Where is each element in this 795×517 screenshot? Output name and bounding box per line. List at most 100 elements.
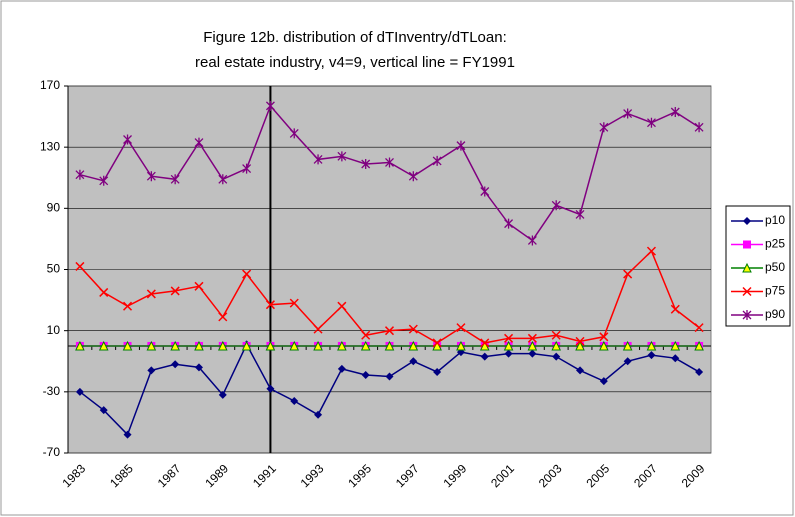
marker [575, 209, 585, 220]
marker [432, 155, 442, 166]
marker [646, 340, 657, 351]
marker [314, 410, 323, 419]
marker [360, 340, 371, 351]
marker [527, 333, 537, 343]
marker [313, 154, 323, 165]
marker [147, 366, 156, 375]
legend-marker [742, 286, 752, 297]
marker [75, 387, 84, 396]
chart-title: Figure 12b. distribution of dTInventry/d… [203, 29, 507, 46]
marker [504, 333, 514, 343]
legend-marker [743, 240, 751, 249]
marker [98, 340, 109, 351]
marker [337, 301, 347, 311]
marker [99, 406, 108, 415]
marker [265, 340, 276, 351]
y-tick-label: -30 [43, 384, 61, 398]
marker [123, 134, 132, 145]
marker [552, 352, 561, 361]
marker [171, 360, 180, 369]
marker [123, 301, 133, 311]
marker [575, 340, 585, 351]
marker [146, 171, 156, 182]
marker [384, 326, 395, 336]
marker [313, 324, 323, 334]
marker [551, 340, 562, 351]
marker [456, 323, 466, 333]
y-tick-label: 50 [47, 262, 61, 276]
marker [694, 323, 704, 333]
marker [75, 169, 85, 180]
legend-label: p90 [765, 307, 785, 321]
marker [599, 340, 609, 351]
marker [265, 100, 275, 111]
marker [313, 340, 323, 351]
marker [670, 106, 680, 117]
marker [694, 122, 704, 133]
legend-marker [743, 217, 751, 225]
marker [551, 330, 561, 340]
marker [480, 186, 490, 197]
marker [575, 336, 585, 346]
marker [217, 340, 228, 351]
marker [623, 108, 633, 119]
marker [75, 261, 85, 271]
marker [242, 269, 252, 279]
marker [122, 340, 133, 351]
marker [361, 371, 370, 380]
marker [694, 340, 704, 351]
marker [480, 352, 489, 361]
marker [622, 340, 633, 351]
marker [671, 354, 680, 363]
marker [123, 430, 132, 439]
marker [670, 304, 680, 314]
marker [408, 340, 419, 351]
legend-box [725, 205, 791, 327]
marker [527, 340, 538, 351]
marker [408, 324, 418, 334]
y-tick-label: 90 [47, 201, 61, 215]
marker [504, 349, 513, 358]
marker [337, 340, 347, 351]
marker [528, 349, 537, 358]
marker [504, 218, 514, 229]
marker [75, 340, 85, 351]
marker [599, 122, 609, 133]
marker [194, 340, 204, 351]
marker [646, 246, 656, 256]
marker [289, 340, 300, 351]
marker [289, 128, 299, 139]
marker [290, 397, 299, 406]
marker [218, 174, 228, 185]
marker [266, 384, 275, 393]
marker [218, 312, 228, 322]
marker [432, 338, 442, 348]
y-tick-label: 170 [40, 78, 60, 92]
marker [218, 390, 227, 399]
legend-marker [742, 310, 752, 320]
y-tick-label: 130 [40, 139, 60, 153]
legend-marker [742, 262, 752, 273]
marker [337, 364, 346, 373]
marker [433, 367, 442, 376]
marker [194, 137, 204, 148]
marker [241, 340, 252, 351]
marker [599, 332, 609, 342]
marker [503, 340, 514, 351]
marker [456, 340, 466, 351]
marker [337, 151, 347, 162]
marker [695, 367, 704, 376]
marker [289, 298, 299, 308]
marker [647, 351, 656, 360]
marker [170, 340, 180, 351]
marker [409, 357, 418, 366]
legend-label: p75 [765, 284, 785, 298]
marker [99, 287, 109, 297]
legend-label: p10 [765, 213, 785, 227]
marker [146, 340, 157, 351]
chart-title: real estate industry, v4=9, vertical lin… [195, 54, 515, 71]
y-tick-label: -70 [43, 445, 61, 459]
marker [361, 158, 371, 169]
legend-label: p50 [765, 260, 785, 274]
marker [242, 163, 252, 174]
